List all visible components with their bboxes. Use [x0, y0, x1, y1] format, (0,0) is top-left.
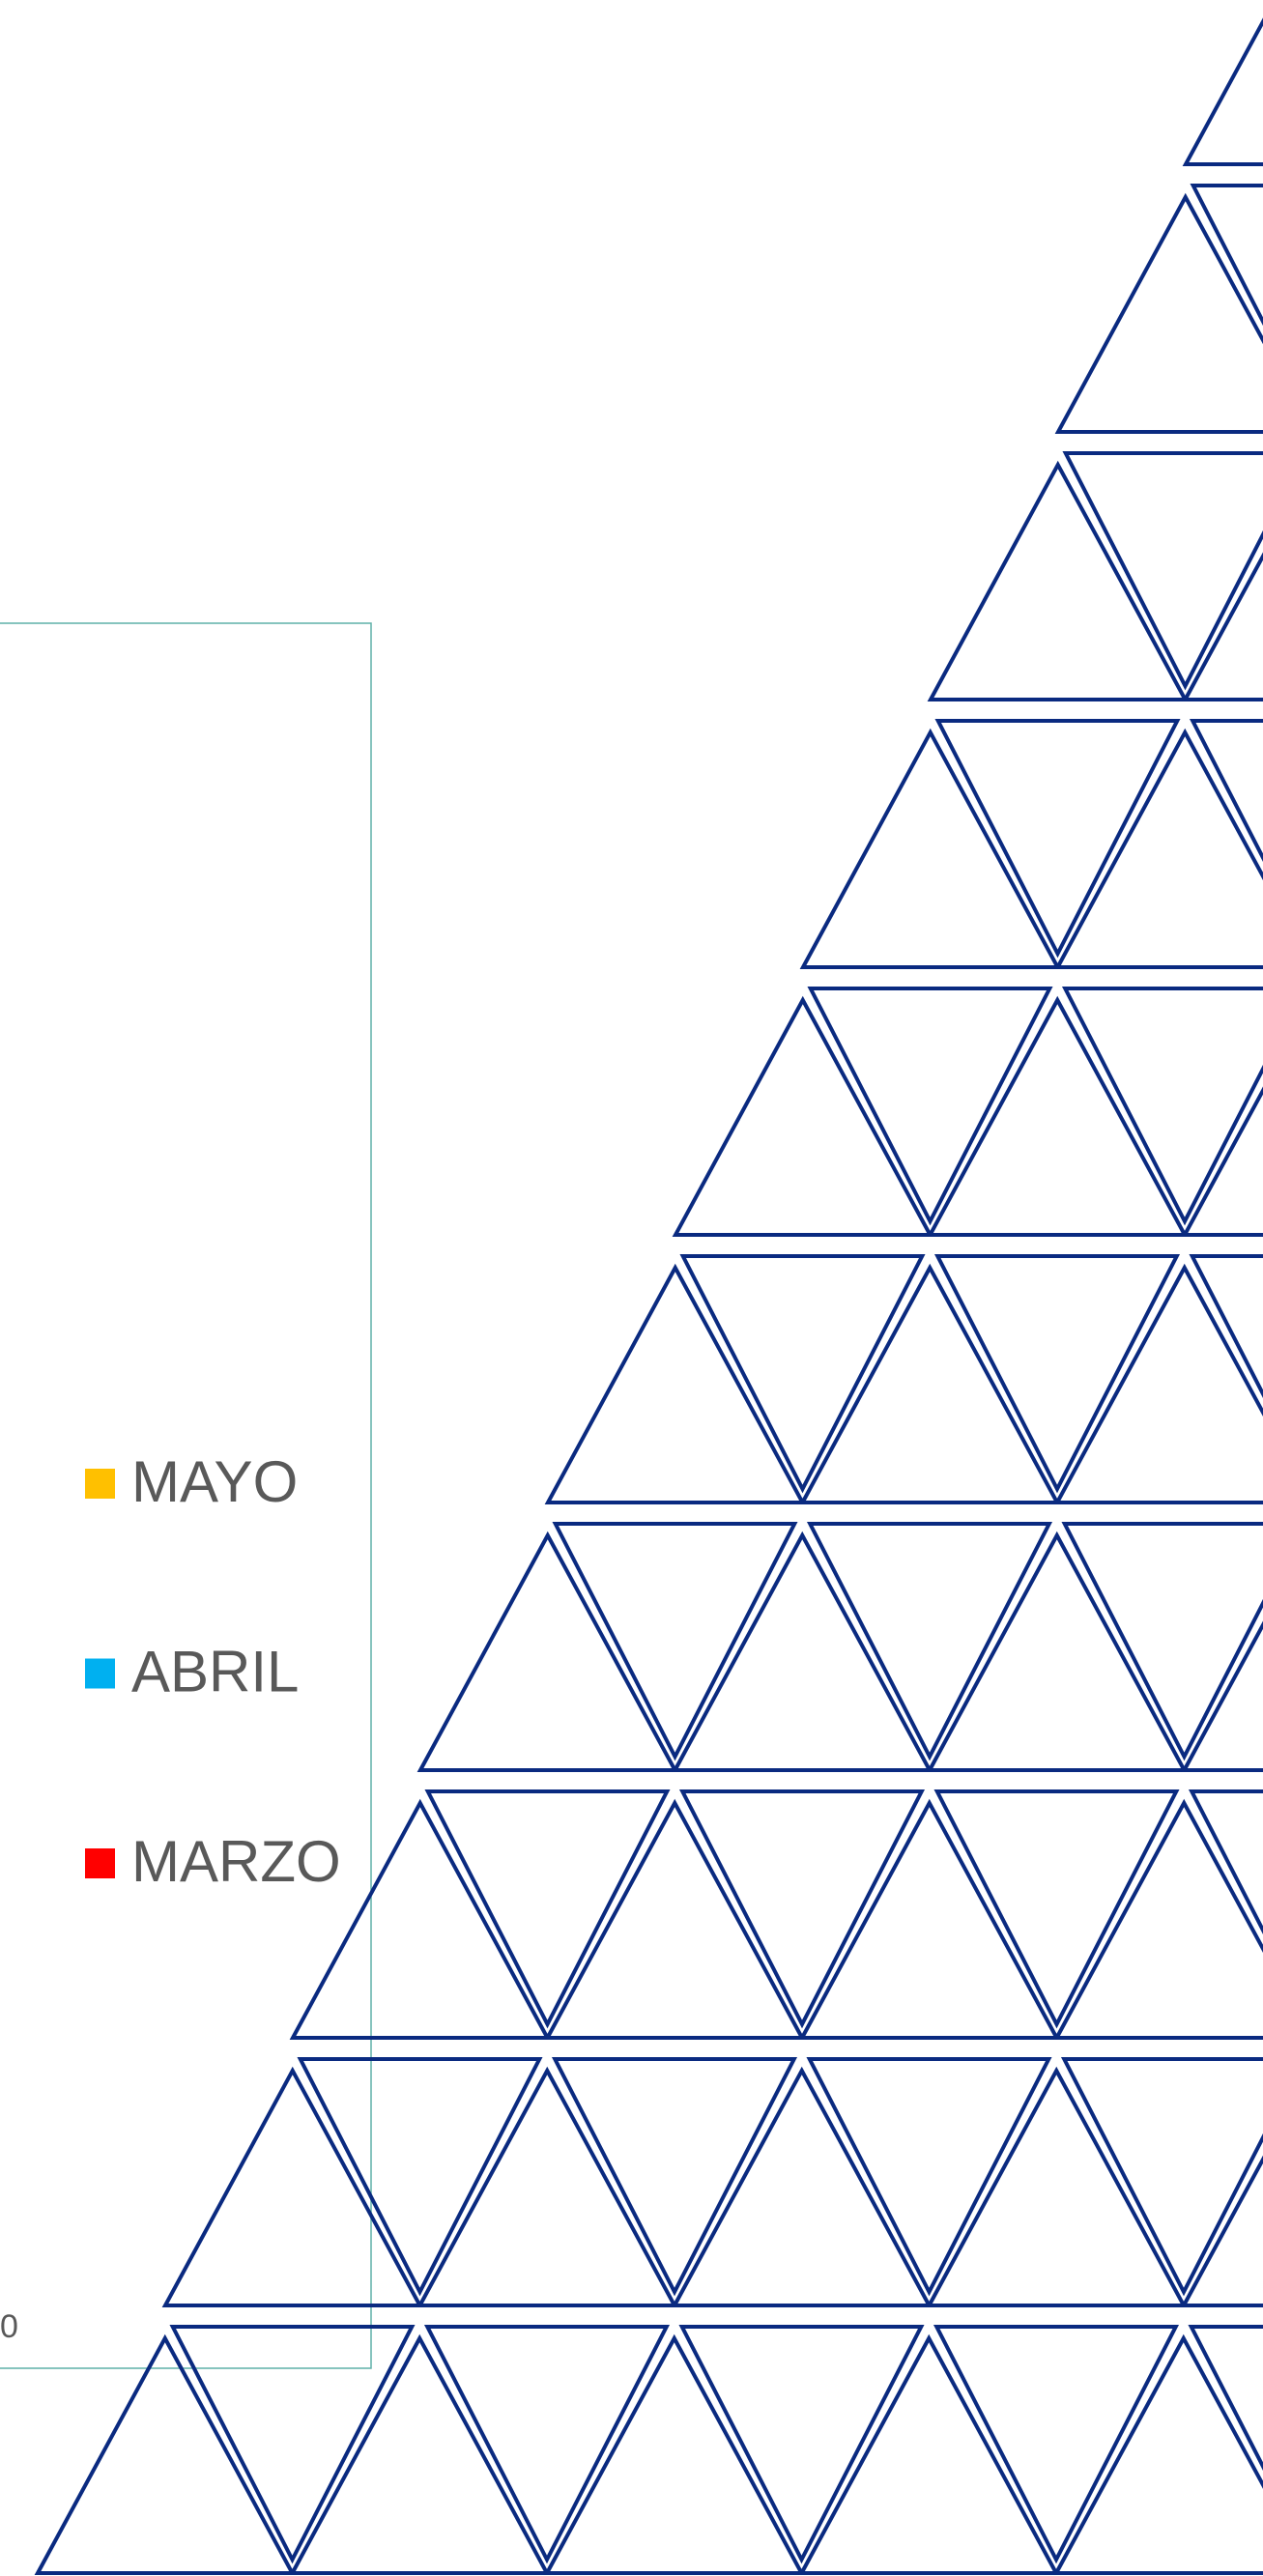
triangle [424, 1789, 671, 2029]
triangle [806, 1522, 1053, 1761]
triangle [934, 719, 1181, 959]
triangle [1053, 1263, 1263, 1504]
triangle [1181, 1620, 1263, 1772]
triangle [927, 460, 1189, 701]
triangle [806, 2057, 1052, 2297]
triangle [416, 2066, 678, 2307]
triangle [926, 1531, 1188, 1772]
legend-swatch [85, 1848, 115, 1878]
legend-label: MAYO [131, 1449, 298, 1514]
triangle [1189, 1254, 1263, 1399]
legend: MAYO ABRIL MARZO [85, 1449, 341, 1894]
triangle [933, 1254, 1181, 1494]
triangle [798, 1798, 1060, 2040]
triangle [1060, 2057, 1263, 2297]
triangle [544, 1263, 806, 1504]
triangle [679, 1254, 926, 1494]
triangle [544, 1798, 806, 2040]
triangle [1189, 719, 1263, 863]
triangle [297, 2057, 543, 2297]
triangle [671, 2066, 933, 2307]
triangle [34, 2333, 296, 2575]
triangle [678, 2325, 925, 2564]
triangle [678, 1789, 926, 2029]
triangle [672, 1531, 933, 1772]
triangle [1190, 184, 1263, 327]
triangle [1180, 2155, 1263, 2307]
triangle [799, 728, 1061, 969]
legend-box [0, 622, 372, 2369]
triangle [552, 1522, 798, 1761]
triangle [926, 2066, 1188, 2307]
triangle [927, 995, 1189, 1237]
triangle-pattern [34, 17, 1263, 2575]
triangle [416, 1531, 678, 1772]
triangle [551, 2057, 798, 2297]
legend-label: ABRIL [131, 1639, 299, 1703]
triangle [1188, 1789, 1263, 1935]
triangle [799, 1263, 1061, 1504]
legend-swatch [85, 1469, 115, 1499]
axis-tick-fragment: 0 [0, 2308, 18, 2345]
triangle [1182, 17, 1263, 166]
triangle [1182, 552, 1263, 701]
triangle [1062, 451, 1263, 691]
triangle [1181, 1086, 1263, 1237]
triangle [933, 2325, 1180, 2564]
triangle [1052, 2333, 1263, 2575]
triangle [289, 2333, 551, 2575]
triangle [933, 1789, 1180, 2029]
triangle [169, 2325, 416, 2564]
triangle [1061, 1522, 1263, 1761]
triangle [161, 2066, 423, 2307]
triangle [1054, 192, 1263, 434]
triangle [798, 2333, 1060, 2575]
triangle [807, 987, 1053, 1226]
triangle [672, 995, 933, 1237]
triangle [543, 2333, 805, 2575]
triangle [289, 1798, 551, 2040]
triangle [1188, 2325, 1263, 2471]
triangle [1054, 728, 1263, 969]
triangle [423, 2325, 671, 2564]
legend-swatch [85, 1658, 115, 1689]
triangle [1061, 987, 1263, 1226]
legend-label: MARZO [131, 1829, 341, 1894]
triangle [1053, 1798, 1263, 2040]
